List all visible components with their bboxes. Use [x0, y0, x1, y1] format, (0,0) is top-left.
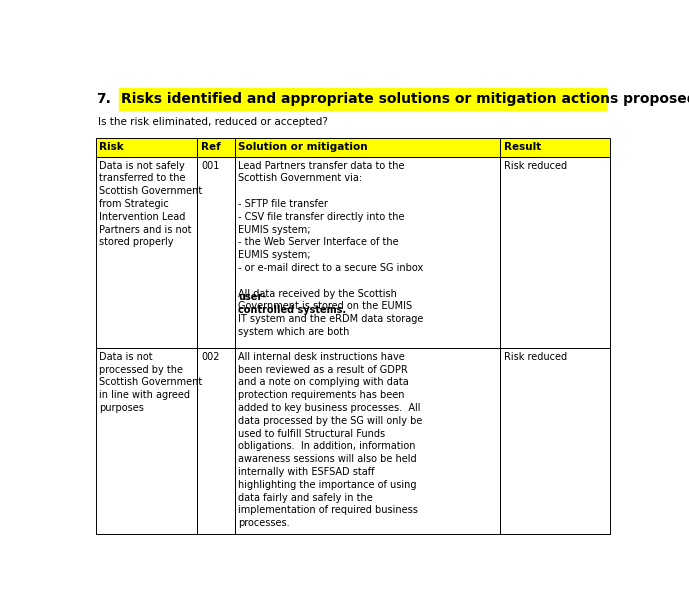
FancyBboxPatch shape	[96, 348, 197, 534]
Text: Result: Result	[504, 142, 541, 152]
Text: Data is not safely
transferred to the
Scottish Government
from Strategic
Interve: Data is not safely transferred to the Sc…	[99, 160, 203, 248]
FancyBboxPatch shape	[234, 348, 500, 534]
FancyBboxPatch shape	[96, 138, 197, 157]
Text: Is the risk eliminated, reduced or accepted?: Is the risk eliminated, reduced or accep…	[98, 117, 328, 127]
Text: Ref: Ref	[201, 142, 220, 152]
FancyBboxPatch shape	[119, 88, 606, 110]
Text: user-
controlled systems.: user- controlled systems.	[238, 292, 347, 315]
Text: 7.: 7.	[96, 92, 111, 106]
Text: Risk reduced: Risk reduced	[504, 352, 567, 362]
Text: Solution or mitigation: Solution or mitigation	[238, 142, 368, 152]
FancyBboxPatch shape	[500, 157, 610, 348]
FancyBboxPatch shape	[197, 138, 234, 157]
Text: Risk: Risk	[99, 142, 124, 152]
FancyBboxPatch shape	[197, 348, 234, 534]
Text: All internal desk instructions have
been reviewed as a result of GDPR
and a note: All internal desk instructions have been…	[238, 352, 422, 528]
FancyBboxPatch shape	[234, 138, 500, 157]
Text: Risks identified and appropriate solutions or mitigation actions proposed: Risks identified and appropriate solutio…	[121, 92, 689, 106]
FancyBboxPatch shape	[500, 348, 610, 534]
FancyBboxPatch shape	[234, 157, 500, 348]
FancyBboxPatch shape	[197, 157, 234, 348]
Text: Data is not
processed by the
Scottish Government
in line with agreed
purposes: Data is not processed by the Scottish Go…	[99, 352, 203, 413]
FancyBboxPatch shape	[96, 157, 197, 348]
Text: 002: 002	[201, 352, 219, 362]
Text: 001: 001	[201, 160, 219, 171]
FancyBboxPatch shape	[500, 138, 610, 157]
Text: Lead Partners transfer data to the
Scottish Government via:

- SFTP file transfe: Lead Partners transfer data to the Scott…	[238, 160, 424, 337]
Text: Risk reduced: Risk reduced	[504, 160, 567, 171]
